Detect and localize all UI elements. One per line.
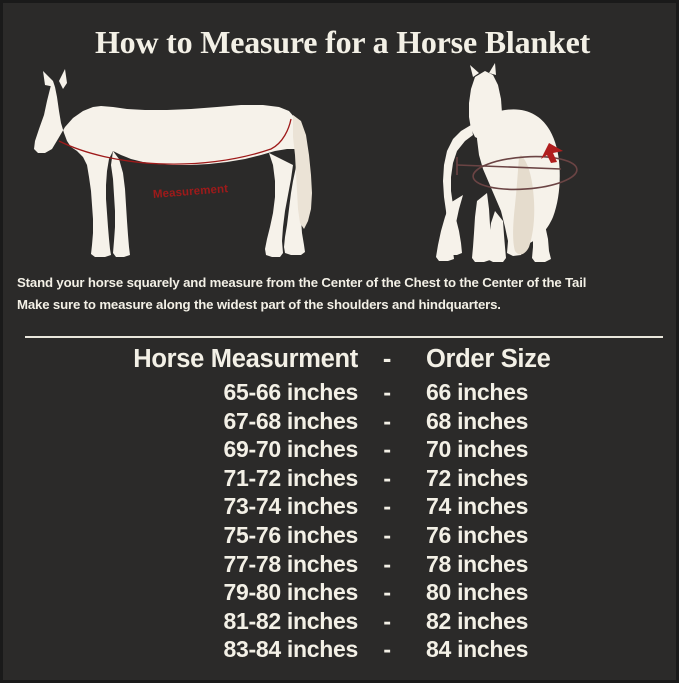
table-row: 81-82 inches - 82 inches <box>3 607 676 637</box>
table-row: 77-78 inches - 78 inches <box>3 550 676 580</box>
page-title: How to Measure for a Horse Blanket <box>94 24 591 60</box>
cell-measurement: 73-74 inches <box>223 493 359 520</box>
cell-separator: - <box>383 550 391 577</box>
horse-rear-view <box>436 63 578 262</box>
instruction-line-2: Make sure to measure along the widest pa… <box>17 297 501 312</box>
table-row: 71-72 inches - 72 inches <box>3 464 676 494</box>
cell-order-size: 74 inches <box>426 493 529 520</box>
section-divider <box>25 336 663 338</box>
cell-order-size: 78 inches <box>426 550 529 577</box>
header-order-size: Order Size <box>426 345 551 373</box>
header-measurement: Horse Measurment <box>133 345 358 373</box>
size-chart-table: Horse Measurment - Order Size 65-66 inch… <box>3 345 676 665</box>
cell-measurement: 69-70 inches <box>223 436 359 463</box>
cell-order-size: 76 inches <box>426 521 529 548</box>
cell-order-size: 80 inches <box>426 579 529 606</box>
table-row: 79-80 inches - 80 inches <box>3 579 676 608</box>
cell-measurement: 77-78 inches <box>223 550 359 577</box>
cell-separator: - <box>383 493 391 520</box>
instruction-line-1: Stand your horse squarely and measure fr… <box>17 275 587 290</box>
table-row: 75-76 inches - 76 inches <box>3 521 676 551</box>
cell-order-size: 70 inches <box>426 436 529 463</box>
header-separator: - <box>382 345 392 373</box>
cell-order-size: 72 inches <box>426 464 529 491</box>
cell-separator: - <box>383 521 391 548</box>
cell-measurement: 81-82 inches <box>223 607 359 634</box>
table-row: 69-70 inches - 70 inches <box>3 436 676 465</box>
table-row: 83-84 inches - 84 inches <box>3 636 676 665</box>
cell-measurement: 79-80 inches <box>223 579 359 606</box>
cell-separator: - <box>383 636 391 663</box>
cell-separator: - <box>383 579 391 606</box>
horse-side-view <box>34 69 312 257</box>
cell-separator: - <box>383 607 391 634</box>
cell-measurement: 83-84 inches <box>223 636 359 663</box>
table-row: 67-68 inches - 68 inches <box>3 407 676 437</box>
cell-separator: - <box>383 379 391 405</box>
cell-order-size: 82 inches <box>426 607 529 634</box>
cell-measurement: 75-76 inches <box>223 521 359 548</box>
table-header-row: Horse Measurment - Order Size <box>3 345 676 379</box>
cell-order-size: 84 inches <box>426 636 529 663</box>
cell-separator: - <box>383 407 391 434</box>
table-row: 73-74 inches - 74 inches <box>3 493 676 522</box>
cell-measurement: 67-68 inches <box>223 407 359 434</box>
instructions-block: Stand your horse squarely and measure fr… <box>17 272 672 316</box>
cell-order-size: 68 inches <box>426 407 529 434</box>
cell-separator: - <box>383 464 391 491</box>
table-row: 65-66 inches - 66 inches <box>3 379 676 408</box>
cell-separator: - <box>383 436 391 463</box>
cell-measurement: 71-72 inches <box>223 464 359 491</box>
cell-measurement: 65-66 inches <box>223 379 359 405</box>
illustration-area: Measurement <box>3 63 676 268</box>
cell-order-size: 66 inches <box>426 379 529 405</box>
